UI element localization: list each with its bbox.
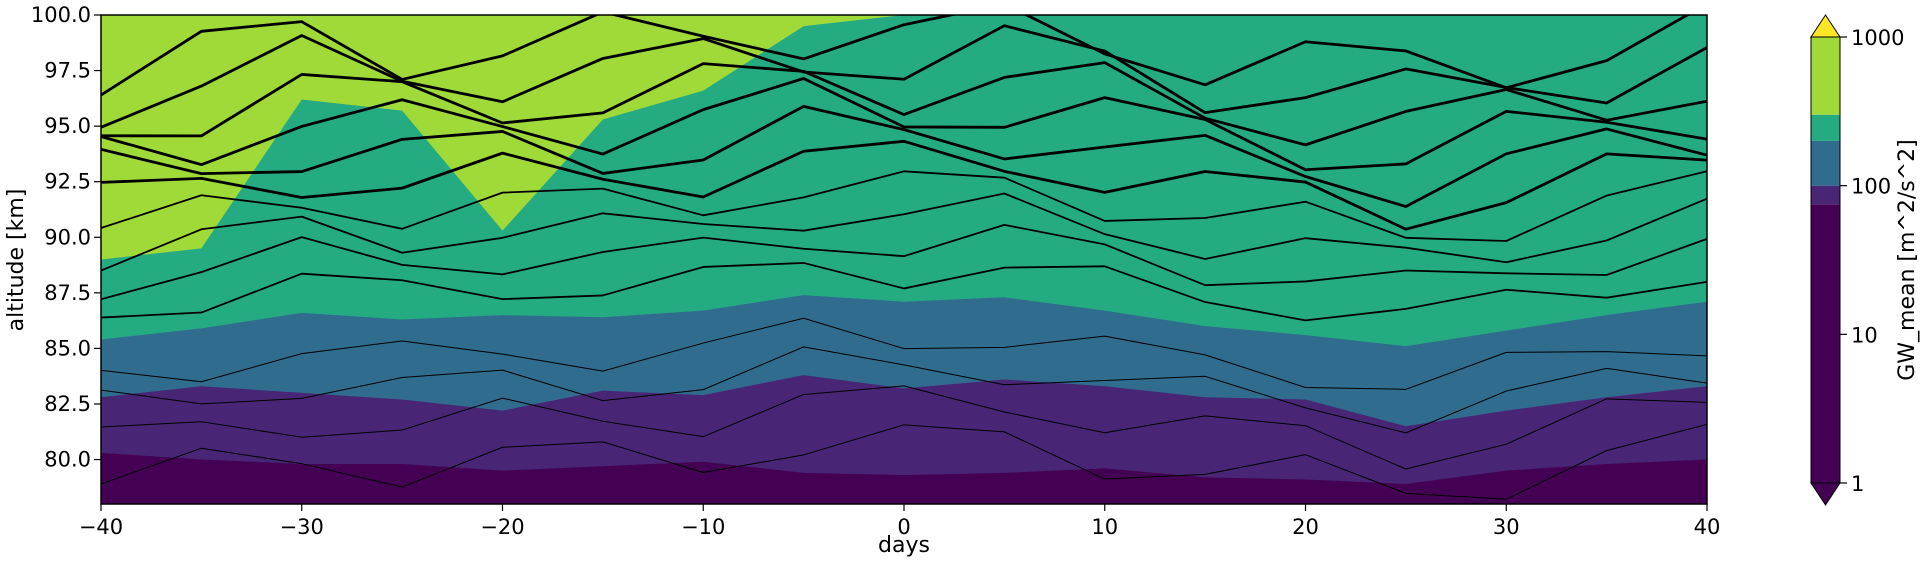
colorbar-extend-max xyxy=(1810,14,1841,38)
colorbar-tick-label: 100 xyxy=(1851,175,1891,199)
x-tick-label: −20 xyxy=(480,515,524,539)
colorbar-segment xyxy=(1811,204,1840,483)
x-tick-label: −30 xyxy=(280,515,324,539)
x-tick-label: 30 xyxy=(1493,515,1520,539)
x-axis: −40 −30 −20 −10 0 10 20 30 40 xyxy=(79,504,1721,539)
colorbar-extend-min xyxy=(1810,482,1841,506)
x-tick-label: −10 xyxy=(681,515,725,539)
colorbar-segment xyxy=(1811,37,1840,115)
y-tick-label: 85.0 xyxy=(44,336,91,360)
colorbar-tick-label: 10 xyxy=(1851,323,1878,347)
contour-line xyxy=(101,61,1707,147)
plot-area xyxy=(101,15,1707,504)
y-axis-label: altitude [km] xyxy=(4,189,29,332)
contour-line xyxy=(101,24,1707,129)
contour-line xyxy=(101,346,1707,434)
y-tick-label: 82.5 xyxy=(44,392,91,416)
x-tick-label: 20 xyxy=(1292,515,1319,539)
x-tick-label: 0 xyxy=(897,515,910,539)
filled-contour-bands xyxy=(101,15,1707,504)
contour-line xyxy=(101,262,1707,322)
y-tick-label: 100.0 xyxy=(31,3,91,27)
contour-line xyxy=(101,139,1707,231)
contour-line xyxy=(101,317,1707,390)
contour-line xyxy=(101,15,1691,97)
colorbar-segment xyxy=(1811,114,1840,141)
x-tick-label: 10 xyxy=(1091,515,1118,539)
contour-lines xyxy=(101,15,1707,500)
contour-line xyxy=(101,385,1707,470)
y-tick-label: 90.0 xyxy=(44,225,91,249)
y-tick-label: 92.5 xyxy=(44,170,91,194)
y-tick-label: 95.0 xyxy=(44,114,91,138)
y-tick-label: 97.5 xyxy=(44,59,91,83)
contour-line xyxy=(101,104,1707,208)
contour-line xyxy=(101,192,1707,272)
colorbar-tick-label: 1000 xyxy=(1851,26,1904,50)
x-tick-label: 40 xyxy=(1694,515,1721,539)
band-below-75 xyxy=(101,452,1707,504)
x-axis-label: days xyxy=(878,533,930,558)
colorbar-segment xyxy=(1811,185,1840,205)
y-tick-label: 80.0 xyxy=(44,448,91,472)
y-axis: 80.0 82.5 85.0 87.5 90.0 92.5 95.0 97.5 100.0 xyxy=(31,3,101,472)
contour-line xyxy=(101,423,1707,500)
colorbar-tick-label: 1 xyxy=(1851,472,1864,496)
colorbar-label: GW_mean [m^2/s^2] xyxy=(1895,139,1920,381)
x-tick-label: −40 xyxy=(79,515,123,539)
contour-line xyxy=(101,77,1707,172)
colorbar: 1 10 100 1000 xyxy=(1810,14,1904,506)
contour-line xyxy=(101,223,1707,301)
y-tick-label: 87.5 xyxy=(44,281,91,305)
contour-line xyxy=(101,170,1707,242)
colorbar-frame xyxy=(1810,36,1841,484)
colorbar-segment xyxy=(1811,140,1840,186)
